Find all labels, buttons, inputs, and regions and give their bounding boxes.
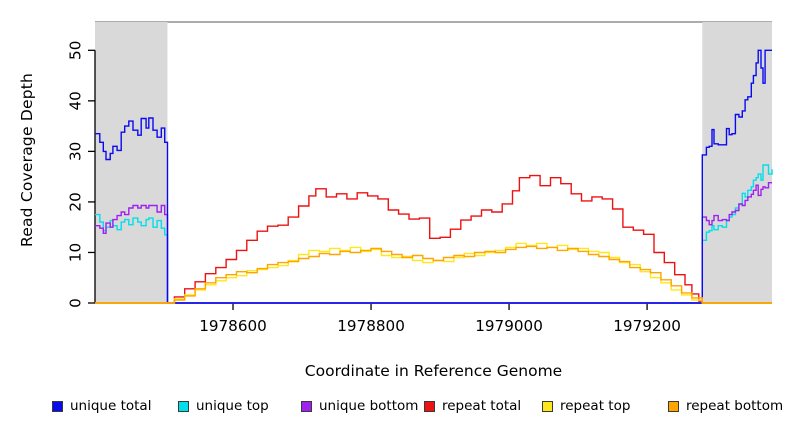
legend-swatch-repeat-total: [424, 400, 435, 412]
legend-swatch-unique-bottom: [301, 400, 312, 412]
legend-swatch-unique-top: [178, 400, 189, 412]
legend-label-repeat-top: repeat top: [560, 398, 631, 414]
x-tick-label: 1979200: [613, 317, 681, 335]
y-tick-label: 20: [66, 192, 84, 211]
legend-item-unique-bottom: unique bottom: [301, 399, 418, 413]
y-tick-label: 10: [66, 243, 84, 262]
legend-label-repeat-total: repeat total: [442, 398, 522, 414]
series-repeat-top: [95, 242, 772, 304]
x-tick-label: 1979000: [475, 317, 543, 335]
legend-item-unique-total: unique total: [52, 399, 151, 413]
legend-label-repeat-bottom: repeat bottom: [686, 398, 784, 414]
series-repeat-bottom: [95, 245, 772, 304]
legend-label-unique-total: unique total: [70, 398, 152, 414]
legend-item-unique-top: unique top: [178, 399, 269, 413]
legend: unique total unique top unique bottom re…: [0, 399, 792, 421]
y-tick-label: 0: [66, 298, 84, 308]
series-unique-bottom: [95, 182, 772, 304]
coverage-plot: 0 10 20 30 40 50 1978600 1978800 1979000 1979200: [66, 21, 773, 335]
unique-flank-right: [702, 22, 772, 303]
legend-label-unique-top: unique top: [196, 398, 269, 414]
unique-flank-left: [95, 22, 168, 303]
y-tick-label: 30: [66, 142, 84, 161]
x-axis-title: Coordinate in Reference Genome: [304, 362, 563, 380]
legend-swatch-unique-total: [52, 400, 63, 412]
series-unique-top: [95, 164, 773, 304]
series-repeat-total: [95, 174, 772, 304]
legend-swatch-repeat-top: [542, 400, 553, 412]
x-tick-label: 1978600: [199, 317, 267, 335]
legend-item-repeat-bottom: repeat bottom: [668, 399, 783, 413]
y-tick-label: 40: [66, 91, 84, 110]
legend-swatch-repeat-bottom: [668, 400, 679, 412]
y-axis-title: Read Coverage Depth: [18, 72, 36, 248]
x-tick-label: 1978800: [337, 317, 405, 335]
legend-item-repeat-top: repeat top: [542, 399, 630, 413]
series-unique-total: [95, 49, 772, 304]
legend-item-repeat-total: repeat total: [424, 399, 521, 413]
legend-label-unique-bottom: unique bottom: [319, 398, 419, 414]
y-tick-label: 50: [66, 41, 84, 60]
